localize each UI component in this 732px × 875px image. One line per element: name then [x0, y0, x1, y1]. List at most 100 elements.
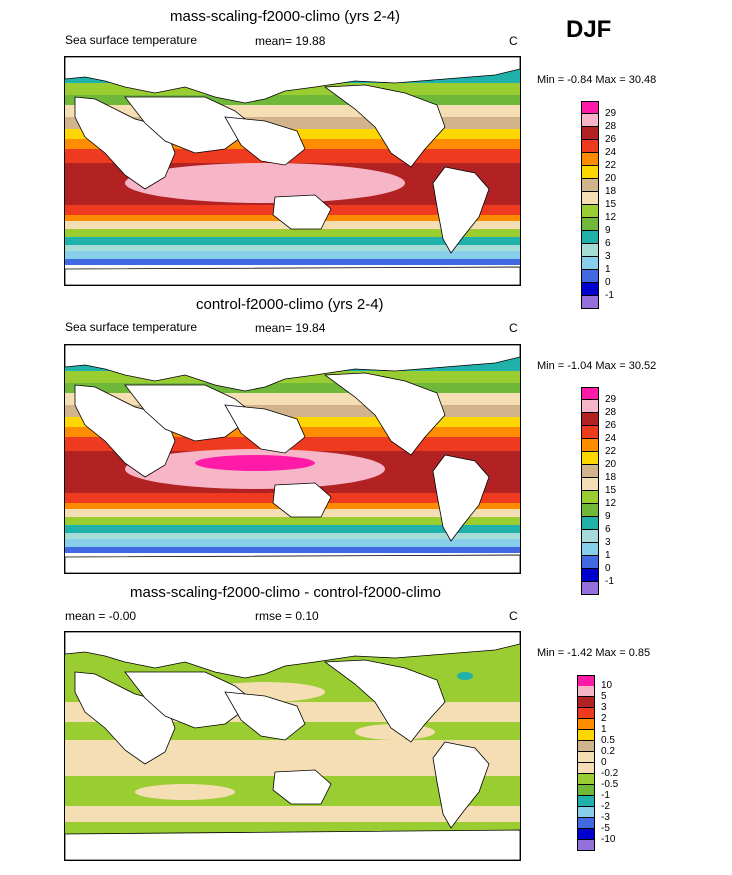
panel1-cbar-label: -1: [605, 290, 614, 301]
panel1-cbar-label: 20: [605, 173, 617, 184]
panel2-cbar-label: 20: [605, 459, 617, 470]
panel2-cbar-swatch: [581, 465, 599, 478]
panel2-cbar-label: 28: [605, 407, 617, 418]
panel1-cbar-label: 18: [605, 186, 617, 197]
panel3-cbar-swatch: [577, 763, 595, 774]
panel3-cbar-label: 0.5: [601, 735, 615, 746]
panel3-cbar-label: 10: [601, 680, 613, 691]
panel2-cbar-swatch: [581, 582, 599, 595]
panel1-cbar-label: 28: [605, 121, 617, 132]
panel2-cbar-swatch: [581, 556, 599, 569]
panel3-cbar-swatch: [577, 796, 595, 807]
panel2-minmax-label: Min = -1.04 Max = 30.52: [537, 360, 657, 372]
panel3-cbar-label: -0.5: [601, 779, 619, 790]
panel3-map: [64, 631, 521, 861]
panel3-cbar-swatch: [577, 807, 595, 818]
panel2-cbar-label: -1: [605, 576, 614, 587]
panel1-title: mass-scaling-f2000-climo (yrs 2-4): [170, 8, 401, 25]
panel1-cbar-label: 24: [605, 147, 617, 158]
panel1-cbar-swatch: [581, 179, 599, 192]
panel3-cbar-label: 0: [601, 757, 607, 768]
panel2-map: [64, 344, 521, 574]
panel2-cbar-label: 22: [605, 446, 617, 457]
panel1-cbar-label: 29: [605, 108, 617, 119]
panel1-cbar-swatch: [581, 140, 599, 153]
panel2-cbar-label: 0: [605, 563, 611, 574]
panel3-cbar-label: 2: [601, 713, 607, 724]
panel3-rmse-label: rmse = 0.10: [255, 609, 319, 623]
season-label: DJF: [566, 16, 612, 43]
panel2-variable-label: Sea surface temperature: [65, 320, 198, 334]
panel1-cbar-swatch: [581, 270, 599, 283]
panel1-cbar-swatch: [581, 244, 599, 257]
panel1-cbar-swatch: [581, 231, 599, 244]
panel1-cbar-label: 15: [605, 199, 617, 210]
panel1-cbar-swatch: [581, 192, 599, 205]
panel2-cbar-label: 15: [605, 485, 617, 496]
panel2-cbar-swatch: [581, 491, 599, 504]
panel3-cbar-label: -0.2: [601, 768, 619, 779]
panel1-cbar-label: 0: [605, 277, 611, 288]
panel2-cbar-label: 24: [605, 433, 617, 444]
panel1-sst-field: [65, 57, 520, 285]
panel1-minmax-label: Min = -0.84 Max = 30.48: [537, 74, 657, 86]
panel3-cbar-swatch: [577, 818, 595, 829]
panel1-cbar-swatch: [581, 127, 599, 140]
panel2-cbar-label: 29: [605, 394, 617, 405]
panel1-cbar-label: 6: [605, 238, 611, 249]
panel1-mean-label: mean= 19.88: [255, 34, 326, 48]
panel2-cbar-swatch: [581, 530, 599, 543]
panel2-cbar-label: 6: [605, 524, 611, 535]
panel3-cbar-swatch: [577, 741, 595, 752]
panel2-cbar-swatch: [581, 439, 599, 452]
panel3-cbar-swatch: [577, 774, 595, 785]
panel3-colorbar: 10 5 3 2 1 0.5 0.2 0 -0.2 -0.5 -1 -2 -3 …: [577, 675, 647, 875]
panel1-cbar-swatch: [581, 257, 599, 270]
panel1-cbar-label: 22: [605, 160, 617, 171]
panel2-cbar-swatch: [581, 400, 599, 413]
panel3-cbar-swatch: [577, 752, 595, 763]
panel2-cbar-label: 26: [605, 420, 617, 431]
panel1-cbar-label: 12: [605, 212, 617, 223]
panel2-cbar-swatch: [581, 517, 599, 530]
panel3-cbar-swatch: [577, 730, 595, 741]
panel1-cbar-label: 1: [605, 264, 611, 275]
panel2-title: control-f2000-climo (yrs 2-4): [196, 296, 384, 313]
panel1-cbar-label: 26: [605, 134, 617, 145]
panel2-colorbar: 29 28 26 24 22 20 18 15 12 9 6 3 1 0 -1: [581, 387, 651, 595]
panel1-cbar-swatch: [581, 218, 599, 231]
panel2-cbar-swatch: [581, 387, 599, 400]
panel3-cbar-swatch: [577, 785, 595, 796]
panel2-cbar-swatch: [581, 543, 599, 556]
panel3-title: mass-scaling-f2000-climo - control-f2000…: [130, 584, 441, 601]
panel3-cbar-swatch: [577, 708, 595, 719]
panel2-units-label: C: [509, 321, 518, 335]
panel1-map: [64, 56, 521, 286]
panel1-cbar-swatch: [581, 166, 599, 179]
panel1-cbar-label: 9: [605, 225, 611, 236]
panel2-cbar-label: 1: [605, 550, 611, 561]
panel2-cbar-label: 9: [605, 511, 611, 522]
panel3-cbar-label: -10: [601, 834, 616, 845]
panel3-cbar-label: -3: [601, 812, 610, 823]
panel3-units-label: C: [509, 609, 518, 623]
panel1-cbar-swatch: [581, 153, 599, 166]
panel2-mean-label: mean= 19.84: [255, 321, 326, 335]
panel3-cbar-label: -1: [601, 790, 610, 801]
panel1-cbar-swatch: [581, 283, 599, 296]
panel3-cbar-label: 3: [601, 702, 607, 713]
panel3-cbar-swatch: [577, 719, 595, 730]
panel3-cbar-label: -5: [601, 823, 610, 834]
panel1-cbar-swatch: [581, 296, 599, 309]
panel1-units-label: C: [509, 34, 518, 48]
panel3-mean-label: mean = -0.00: [65, 609, 137, 623]
panel1-cbar-label: 3: [605, 251, 611, 262]
panel3-cbar-label: -2: [601, 801, 610, 812]
panel1-cbar-swatch: [581, 205, 599, 218]
panel2-sst-field: [65, 345, 520, 573]
panel3-cbar-label: 0.2: [601, 746, 615, 757]
panel2-cbar-label: 12: [605, 498, 617, 509]
panel2-cbar-swatch: [581, 478, 599, 491]
panel3-cbar-swatch: [577, 840, 595, 851]
panel2-cbar-label: 18: [605, 472, 617, 483]
